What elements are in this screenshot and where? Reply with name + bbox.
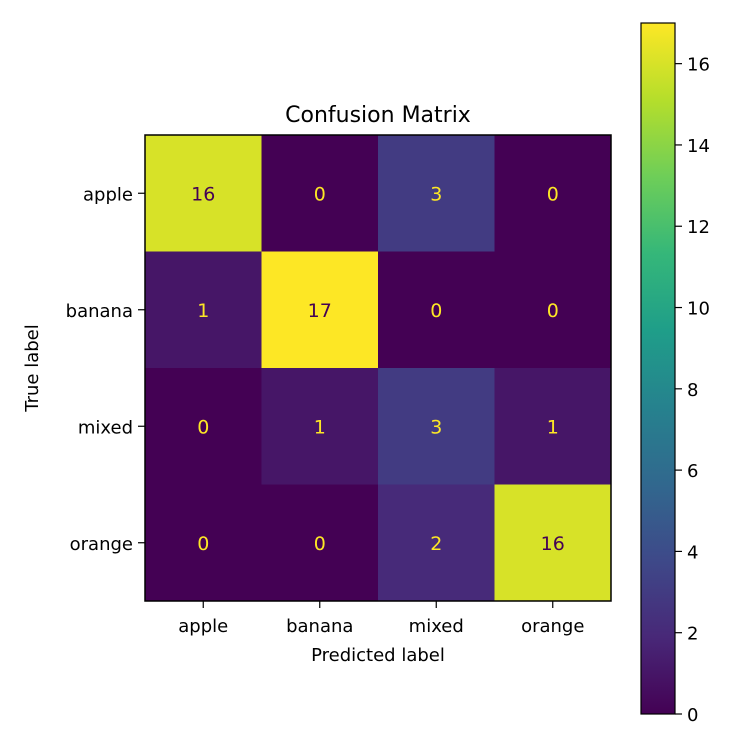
matrix-cell-banana-mixed xyxy=(378,251,495,369)
matrix-cell-value: 3 xyxy=(430,183,442,205)
y-tick-label: apple xyxy=(83,184,133,205)
matrix-cell-value: 2 xyxy=(430,533,442,555)
matrix-cells xyxy=(145,135,612,602)
matrix-cell-mixed-apple xyxy=(145,368,262,485)
x-tick-label: mixed xyxy=(409,616,464,637)
matrix-cell-orange-apple xyxy=(145,484,262,602)
colorbar-tick-label: 14 xyxy=(687,136,710,157)
matrix-cell-value: 0 xyxy=(547,300,559,322)
colorbar-tick-label: 0 xyxy=(687,705,698,726)
colorbar-tick-label: 4 xyxy=(687,542,698,563)
matrix-cell-value: 16 xyxy=(541,533,565,555)
chart-title: Confusion Matrix xyxy=(285,103,471,128)
colorbar-tick-label: 10 xyxy=(687,299,710,320)
matrix-cell-orange-banana xyxy=(261,484,379,602)
matrix-cell-apple-orange xyxy=(494,135,612,252)
colorbar-tick-label: 16 xyxy=(687,55,710,76)
colorbar-tick-label: 12 xyxy=(687,217,710,238)
matrix-cell-value: 17 xyxy=(308,300,332,322)
colorbar-tick-label: 6 xyxy=(687,461,698,482)
matrix-cell-apple-apple xyxy=(145,135,262,252)
x-tick-label: apple xyxy=(178,616,228,637)
matrix-cell-mixed-banana xyxy=(261,368,379,485)
matrix-cell-apple-banana xyxy=(261,135,379,252)
matrix-cell-value: 3 xyxy=(430,416,442,438)
matrix-cell-value: 0 xyxy=(314,533,326,555)
matrix-cell-banana-banana xyxy=(261,251,379,369)
matrix-cell-value: 16 xyxy=(191,183,215,205)
y-axis-label: True label xyxy=(22,324,43,413)
matrix-cell-apple-mixed xyxy=(378,135,495,252)
matrix-frame xyxy=(144,134,612,602)
matrix-cell-labels: 16 0 3 0 1 17 0 0 0 1 3 1 0 0 2 16 xyxy=(191,183,565,555)
colorbar-ticks: 0 2 4 6 8 10 12 14 16 xyxy=(675,55,710,726)
y-tick-label: mixed xyxy=(78,417,133,438)
y-axis-ticks: apple banana mixed orange xyxy=(66,184,145,555)
matrix-cell-value: 0 xyxy=(197,416,209,438)
matrix-cell-value: 0 xyxy=(430,300,442,322)
matrix-cell-mixed-orange xyxy=(494,368,612,485)
x-axis-ticks: apple banana mixed orange xyxy=(178,601,584,637)
x-tick-label: orange xyxy=(521,616,584,637)
matrix-cell-value: 0 xyxy=(547,183,559,205)
matrix-cell-orange-mixed xyxy=(378,484,495,602)
x-axis-label: Predicted label xyxy=(311,645,445,666)
y-tick-label: orange xyxy=(70,534,133,555)
matrix-cell-value: 1 xyxy=(314,416,326,438)
matrix-cell-value: 0 xyxy=(197,533,209,555)
matrix-cell-banana-orange xyxy=(494,251,612,369)
matrix-cell-value: 1 xyxy=(547,416,559,438)
x-tick-label: banana xyxy=(286,616,353,637)
colorbar-tick-label: 2 xyxy=(687,624,698,645)
matrix-cell-value: 1 xyxy=(197,300,209,322)
colorbar xyxy=(640,22,676,715)
y-tick-label: banana xyxy=(66,301,133,322)
colorbar-tick-label: 8 xyxy=(687,380,698,401)
matrix-cell-value: 0 xyxy=(314,183,326,205)
matrix-cell-mixed-mixed xyxy=(378,368,495,485)
matrix-cell-orange-orange xyxy=(494,484,612,602)
matrix-cell-banana-apple xyxy=(145,251,262,369)
